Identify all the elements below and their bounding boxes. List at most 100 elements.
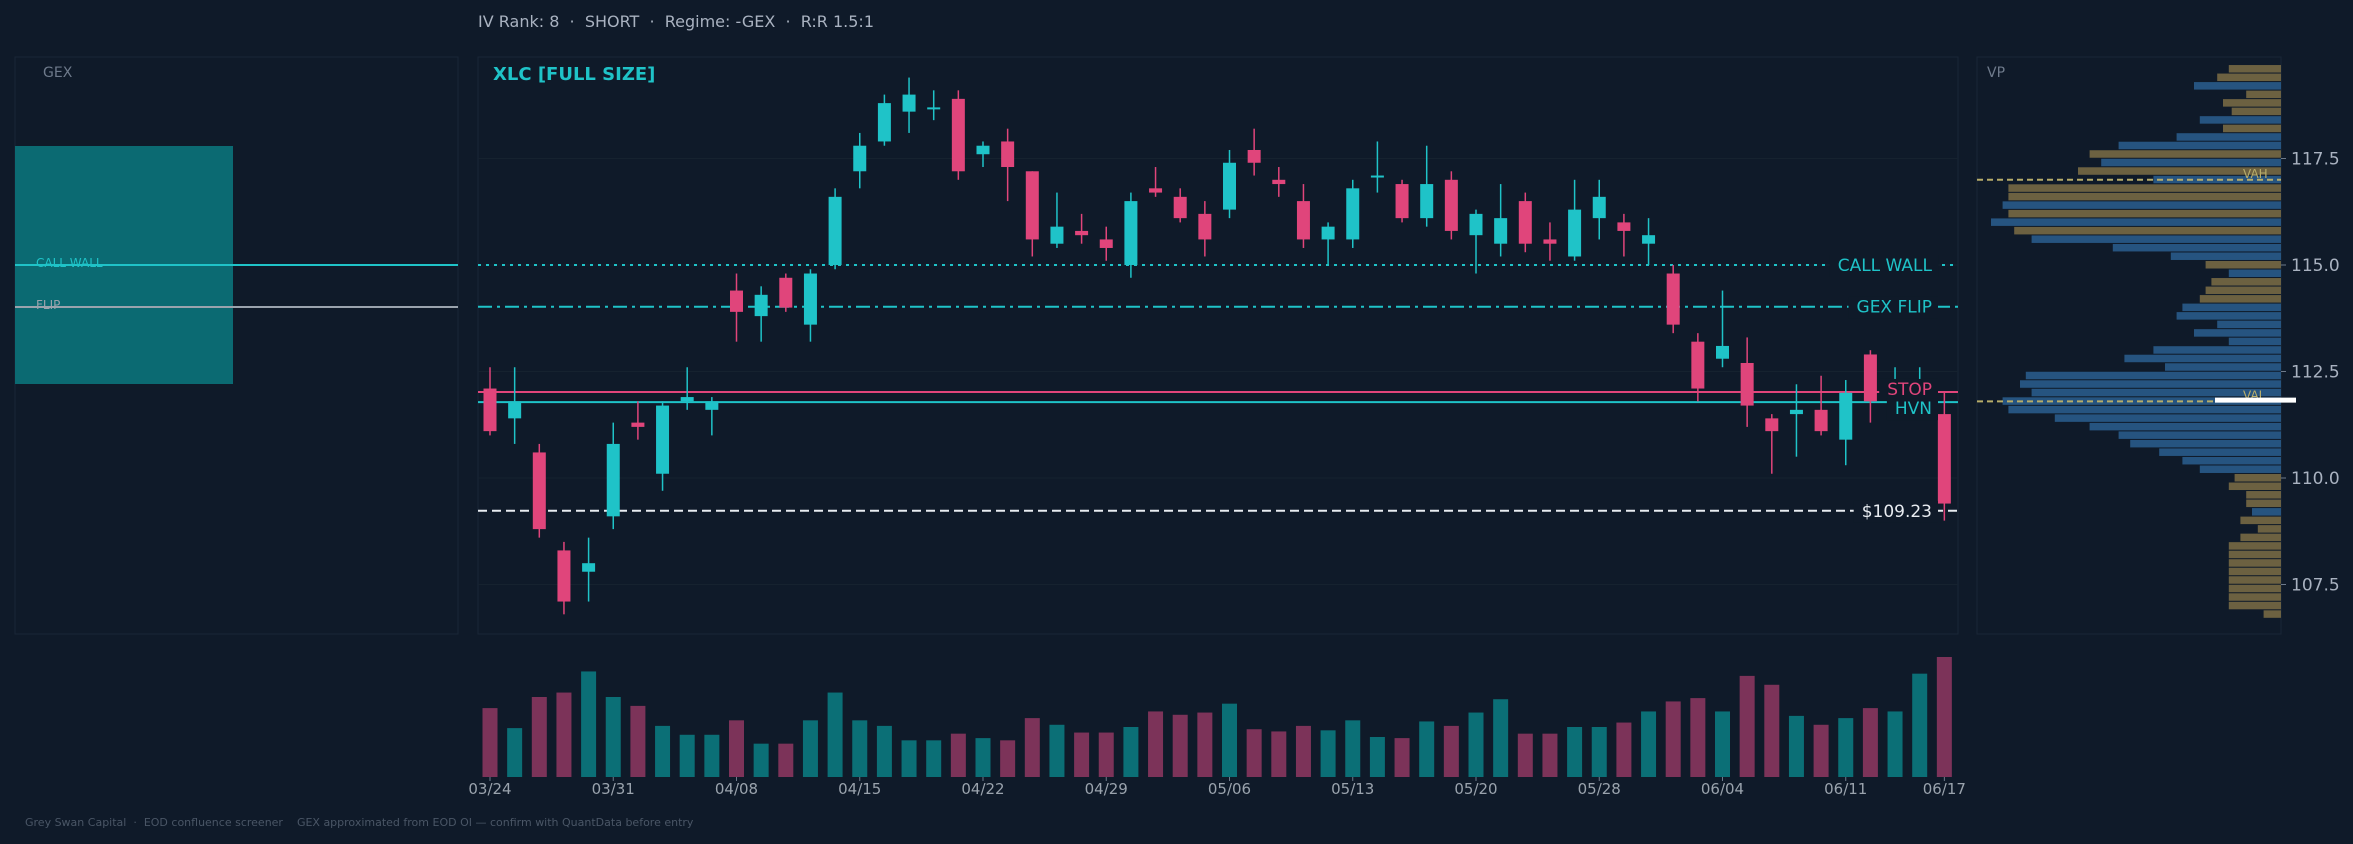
volume-bar — [1295, 725, 1311, 777]
candle-body — [1444, 179, 1458, 231]
vp-bar — [2008, 184, 2281, 192]
candle-body — [532, 452, 546, 530]
candle-body — [1296, 201, 1310, 240]
volume-bar — [679, 734, 695, 777]
vp-bar — [2182, 456, 2281, 465]
candle-body — [1839, 392, 1853, 440]
y-tick-label: 115.0 — [2291, 256, 2340, 276]
candle-body — [1346, 188, 1360, 240]
vp-bar — [2252, 508, 2281, 516]
volume-bar — [1912, 673, 1928, 777]
candle-body — [1025, 171, 1039, 240]
volume-bar — [975, 738, 991, 777]
price-levels — [478, 264, 1958, 512]
candle-body — [1001, 141, 1015, 168]
candle-body — [1765, 418, 1779, 432]
level-label: CALL WALL — [1838, 256, 1933, 276]
vp-bar — [2228, 550, 2281, 559]
candle-body — [1494, 218, 1508, 244]
x-tick-label: 03/24 — [468, 780, 511, 798]
vp-bar — [2217, 73, 2281, 82]
volume-bar — [1936, 657, 1952, 777]
candle-body — [1050, 226, 1064, 244]
volume-bars — [482, 657, 1952, 777]
volume-bar — [950, 733, 966, 777]
y-axis-ticks: 107.5 110.0 112.5 115.0 117.5 — [2281, 150, 2340, 596]
candle-body — [779, 277, 793, 308]
vp-bar — [2199, 295, 2281, 303]
vp-bar — [2257, 525, 2281, 533]
vp-bar — [2228, 576, 2281, 584]
candle-body — [1518, 201, 1532, 244]
volume-bar — [1567, 727, 1583, 777]
vp-bar — [2217, 320, 2281, 329]
vp-bar — [2112, 243, 2281, 252]
volume-bar — [729, 720, 744, 777]
volume-bar — [1739, 675, 1755, 777]
volume-bar — [1715, 711, 1730, 777]
volume-bar — [1320, 730, 1336, 777]
vp-bar — [2240, 533, 2281, 542]
x-tick-label: 04/15 — [838, 780, 881, 798]
volume-bar — [1616, 722, 1632, 777]
vp-bar — [2199, 116, 2281, 124]
vp-bar — [2078, 167, 2281, 175]
candle-body — [606, 443, 620, 517]
volume-bar — [1000, 740, 1016, 777]
vp-bar — [2124, 354, 2281, 363]
volume-bar — [852, 720, 868, 777]
vp-panel-frame — [1976, 56, 2282, 635]
candle-body — [951, 98, 965, 172]
vp-bar — [2008, 209, 2281, 218]
candle-body — [1617, 222, 1631, 231]
candle-body — [631, 422, 645, 427]
volume-bar — [1024, 718, 1040, 777]
vp-bar — [2014, 226, 2281, 235]
vp-bar — [2182, 303, 2281, 312]
candle-body — [1789, 409, 1803, 415]
vp-bar — [2228, 269, 2281, 278]
volume-bar — [1222, 703, 1237, 777]
candle-body — [1814, 409, 1828, 432]
vp-bar — [2194, 329, 2281, 337]
candle-body — [976, 145, 990, 155]
vp-bar — [2054, 414, 2281, 422]
vp-bar — [2263, 610, 2281, 618]
vp-bar — [2228, 337, 2281, 346]
candle-body — [1863, 354, 1877, 402]
vp-bar — [2165, 363, 2281, 371]
vp-bar — [2234, 474, 2281, 482]
volume-bar — [1468, 712, 1484, 777]
volume-bar — [704, 734, 720, 777]
vp-bar — [2118, 141, 2281, 150]
volume-bar — [876, 725, 892, 777]
level-label: GEX FLIP — [1857, 298, 1932, 318]
vp-bar — [2228, 593, 2281, 601]
volume-bar — [1690, 698, 1706, 777]
candle-body — [927, 107, 941, 110]
candle-body — [828, 196, 842, 265]
volume-bar — [531, 697, 547, 777]
vp-bar — [2231, 107, 2281, 116]
level-label-bg — [1879, 378, 1938, 401]
volume-bar — [556, 692, 572, 777]
volume-bar — [1813, 724, 1829, 777]
vp-bar — [2031, 388, 2281, 397]
candle-body — [680, 397, 694, 402]
vp-bar — [2153, 346, 2281, 354]
volume-bar — [1517, 733, 1533, 777]
vp-bar — [2170, 252, 2281, 260]
candle-body — [582, 563, 596, 572]
vp-histogram — [1991, 65, 2281, 618]
volume-bar — [1049, 724, 1065, 777]
candle-body — [803, 273, 817, 325]
volume-bar — [507, 728, 523, 777]
candle-body — [1740, 362, 1754, 406]
y-tick-label: 112.5 — [2291, 363, 2340, 383]
candle-body — [1469, 213, 1483, 236]
vp-bar — [2246, 491, 2281, 499]
volume-bar — [1862, 708, 1878, 777]
